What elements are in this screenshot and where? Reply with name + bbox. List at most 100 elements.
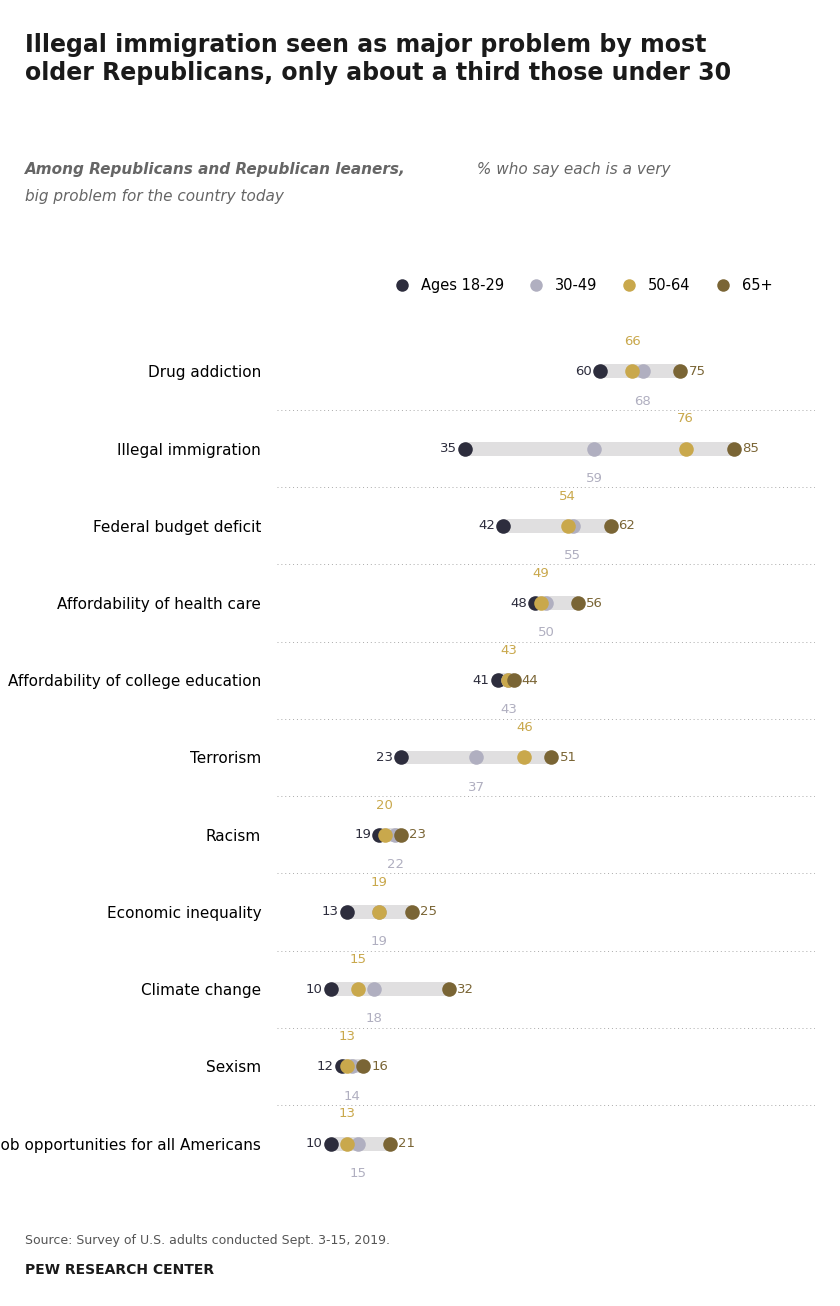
Bar <box>347 905 412 919</box>
Text: 16: 16 <box>371 1060 388 1072</box>
Point <box>324 1134 338 1155</box>
Point <box>324 978 338 999</box>
Bar <box>342 1059 363 1074</box>
Bar <box>503 518 611 533</box>
Point <box>636 360 649 381</box>
Point <box>507 670 521 691</box>
Text: 66: 66 <box>623 336 640 349</box>
Point <box>604 516 617 537</box>
Text: 19: 19 <box>371 876 388 889</box>
Text: 25: 25 <box>420 905 437 918</box>
Text: 18: 18 <box>365 1012 382 1025</box>
Text: 76: 76 <box>677 413 694 426</box>
Text: 51: 51 <box>559 751 576 764</box>
Text: 20: 20 <box>376 798 393 811</box>
Point <box>394 824 407 845</box>
Point <box>679 438 692 458</box>
Text: 32: 32 <box>457 982 475 995</box>
Text: 85: 85 <box>743 443 759 454</box>
Text: 56: 56 <box>586 597 603 610</box>
Text: 35: 35 <box>440 443 457 454</box>
Text: 23: 23 <box>409 828 426 841</box>
Text: 13: 13 <box>339 1030 355 1043</box>
Text: Among Republicans and Republican leaners,: Among Republicans and Republican leaners… <box>25 162 406 176</box>
Text: 54: 54 <box>559 490 576 503</box>
Point <box>378 824 391 845</box>
Bar <box>600 364 680 379</box>
Point <box>588 438 601 458</box>
Bar <box>380 828 401 841</box>
Text: 15: 15 <box>349 1166 366 1179</box>
Point <box>561 516 575 537</box>
Text: 62: 62 <box>618 520 635 533</box>
Point <box>544 747 558 768</box>
Point <box>491 670 504 691</box>
Text: 12: 12 <box>317 1060 333 1072</box>
Point <box>335 1057 349 1077</box>
Text: Source: Survey of U.S. adults conducted Sept. 3-15, 2019.: Source: Survey of U.S. adults conducted … <box>25 1234 391 1247</box>
Point <box>373 901 386 922</box>
Text: 23: 23 <box>375 751 393 764</box>
Point <box>459 438 472 458</box>
Text: 15: 15 <box>349 953 366 966</box>
Bar <box>535 596 578 610</box>
Point <box>356 1057 370 1077</box>
Text: 22: 22 <box>387 858 404 871</box>
Point <box>571 593 585 614</box>
Bar <box>465 441 734 456</box>
Text: 19: 19 <box>371 935 388 948</box>
Text: 37: 37 <box>468 781 485 794</box>
Point <box>496 516 510 537</box>
Text: 49: 49 <box>533 567 549 580</box>
Point <box>528 593 542 614</box>
Point <box>674 360 687 381</box>
Point <box>501 670 515 691</box>
Point <box>625 360 638 381</box>
Point <box>443 978 456 999</box>
Point <box>517 747 531 768</box>
Text: 19: 19 <box>354 828 371 841</box>
Point <box>340 901 354 922</box>
Bar <box>331 1136 390 1151</box>
Point <box>367 978 381 999</box>
Text: 43: 43 <box>500 644 517 657</box>
Text: 41: 41 <box>473 674 490 687</box>
Point <box>566 516 580 537</box>
Text: 43: 43 <box>500 704 517 717</box>
Point <box>373 901 386 922</box>
Point <box>534 593 548 614</box>
Point <box>346 1057 360 1077</box>
Text: 68: 68 <box>634 394 651 407</box>
Text: 50: 50 <box>538 626 554 639</box>
Text: 48: 48 <box>511 597 528 610</box>
Text: 13: 13 <box>322 905 339 918</box>
Text: 59: 59 <box>586 471 603 485</box>
Point <box>539 593 553 614</box>
Point <box>501 670 515 691</box>
Point <box>340 1134 354 1155</box>
Text: 44: 44 <box>522 674 538 687</box>
Point <box>351 978 365 999</box>
Text: Illegal immigration seen as major problem by most
older Republicans, only about : Illegal immigration seen as major proble… <box>25 33 732 85</box>
Point <box>340 1057 354 1077</box>
Point <box>727 438 741 458</box>
Point <box>394 747 407 768</box>
Point <box>389 824 402 845</box>
Text: % who say each is a very: % who say each is a very <box>472 162 670 176</box>
Text: big problem for the country today: big problem for the country today <box>25 189 284 204</box>
Point <box>383 1134 396 1155</box>
Text: 10: 10 <box>306 982 323 995</box>
Bar <box>401 751 551 764</box>
Text: 13: 13 <box>339 1107 355 1121</box>
Point <box>373 824 386 845</box>
Text: 55: 55 <box>564 549 581 562</box>
Text: 42: 42 <box>478 520 495 533</box>
Legend: Ages 18-29, 30-49, 50-64, 65+: Ages 18-29, 30-49, 50-64, 65+ <box>381 272 778 299</box>
Point <box>351 1134 365 1155</box>
Text: 46: 46 <box>516 721 533 734</box>
Bar <box>497 674 514 687</box>
Text: 10: 10 <box>306 1138 323 1151</box>
Text: 60: 60 <box>575 364 591 377</box>
Bar <box>331 982 449 996</box>
Text: 14: 14 <box>344 1089 361 1102</box>
